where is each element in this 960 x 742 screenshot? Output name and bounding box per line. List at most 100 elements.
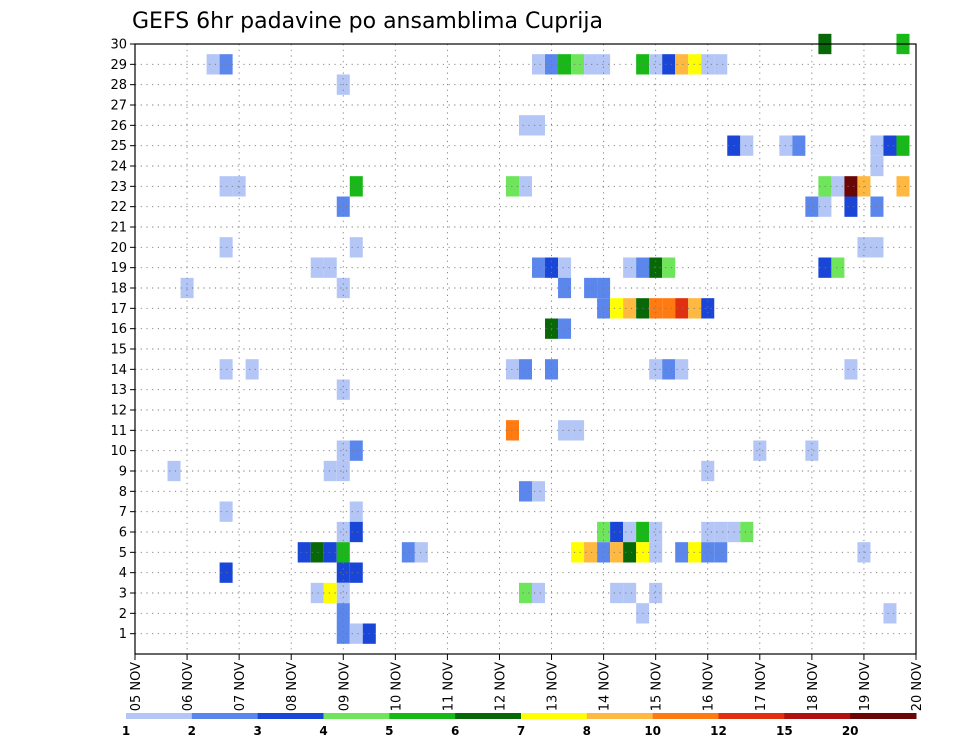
y-tick-label: 11: [110, 424, 127, 439]
heatmap-cell: [349, 440, 363, 461]
heatmap-cell: [219, 562, 233, 583]
y-tick-label: 20: [110, 241, 127, 256]
heatmap-cell: [505, 176, 519, 197]
heatmap-cell: [414, 542, 428, 563]
colorbar-swatch: [652, 713, 719, 719]
colorbar-label: 4: [319, 724, 327, 738]
colorbar-swatch: [389, 713, 456, 719]
x-tick-label: 13 NOV: [546, 662, 561, 711]
heatmap-cell: [649, 54, 663, 75]
heatmap-cell: [571, 54, 585, 75]
heatmap-cell: [532, 115, 546, 136]
heatmap-cell: [597, 277, 611, 299]
heatmap-cell: [714, 521, 728, 543]
heatmap-cell: [336, 277, 350, 299]
colorbar-label: 20: [842, 724, 859, 738]
heatmap-cell: [610, 521, 624, 543]
chart-title: GEFS 6hr padavine po ansamblima Cuprija: [132, 9, 603, 34]
heatmap-cell: [883, 603, 897, 624]
y-tick-label: 29: [110, 58, 127, 73]
x-axis: 05 NOV 06 NOV 07 NOV 08 NOV 09 NOV 10 NOV 11 N…: [129, 654, 925, 711]
y-tick-label: 1: [119, 627, 127, 642]
heatmap-cell: [571, 542, 585, 563]
heatmap-cell: [714, 542, 728, 563]
heatmap-cell: [518, 115, 533, 136]
y-tick-label: 2: [119, 607, 127, 622]
heatmap-cell: [805, 440, 819, 461]
y-tick-label: 13: [110, 383, 127, 398]
heatmap-cell: [584, 542, 598, 563]
heatmap-cell: [597, 54, 611, 75]
heatmap-cell: [532, 582, 546, 604]
heatmap-cell: [571, 420, 585, 441]
heatmap-cell: [701, 54, 715, 75]
x-tick-label: 05 NOV: [129, 662, 144, 711]
heatmap-cell: [649, 298, 663, 319]
heatmap-cell: [349, 521, 363, 543]
heatmap-cell: [883, 135, 897, 156]
colorbar-swatch: [718, 713, 785, 719]
heatmap-cell: [675, 359, 689, 380]
x-tick-label: 12 NOV: [493, 662, 508, 711]
heatmap-cell: [740, 521, 754, 543]
y-tick-label: 23: [110, 180, 127, 195]
x-tick-label: 15 NOV: [650, 662, 665, 711]
heatmap-cell: [219, 54, 233, 75]
heatmap-cell: [219, 501, 233, 522]
heatmap-cell: [623, 257, 637, 278]
heatmap-cell: [792, 135, 806, 156]
heatmap-cell: [896, 176, 910, 197]
heatmap-cell: [896, 135, 910, 156]
heatmap-cell: [610, 582, 624, 604]
y-tick-label: 8: [119, 485, 127, 500]
y-tick-label: 30: [110, 38, 127, 53]
heatmap-cell: [349, 237, 363, 258]
heatmap-cell: [857, 237, 871, 258]
heatmap-cell: [336, 379, 350, 400]
heatmap-cell: [558, 277, 572, 299]
heatmap-cell: [558, 420, 572, 441]
x-tick-label: 10 NOV: [389, 662, 404, 711]
heatmap-cell: [323, 257, 337, 278]
heatmap-cell: [701, 521, 715, 543]
heatmap-cell: [662, 257, 676, 278]
heatmap-cell: [597, 521, 611, 543]
heatmap-cell: [623, 582, 637, 604]
x-tick-label: 14 NOV: [598, 662, 613, 711]
heatmap-cell: [844, 176, 858, 197]
heatmap-cell: [349, 501, 363, 522]
y-tick-label: 26: [110, 119, 127, 134]
heatmap-cell: [336, 562, 350, 583]
heatmap-cell: [167, 460, 181, 482]
colorbar-legend: 1 2 3 4 5 6 7 8 10 12 15 20: [122, 713, 917, 738]
heatmap-cell: [675, 542, 689, 563]
colorbar-label: 6: [451, 724, 459, 738]
colorbar-label: 1: [122, 724, 130, 738]
heatmap-cell: [219, 176, 233, 197]
x-tick-label: 06 NOV: [181, 662, 196, 711]
heatmap-cell: [662, 54, 676, 75]
heatmap-cell: [844, 196, 858, 217]
heatmap-cell: [584, 54, 598, 75]
heatmap-cell: [349, 623, 363, 644]
y-tick-label: 21: [110, 221, 127, 236]
heatmap-cell: [310, 582, 324, 604]
heatmap-cell: [336, 623, 350, 644]
y-tick-label: 5: [119, 546, 127, 561]
heatmap-cell: [532, 257, 546, 278]
heatmap-cell: [206, 54, 220, 75]
y-tick-label: 27: [110, 99, 127, 114]
colorbar-swatch: [126, 713, 193, 719]
heatmap-cell: [505, 420, 519, 441]
heatmap-cell: [336, 521, 350, 543]
heatmap-cell: [701, 298, 715, 319]
heatmap-cell: [649, 521, 663, 543]
heatmap-cell: [831, 257, 845, 278]
heatmap-cell: [558, 257, 572, 278]
grid-lines: [134, 43, 917, 654]
heatmap-cell: [805, 196, 819, 217]
heatmap-cells: [167, 33, 910, 644]
heatmap-cell: [610, 542, 624, 563]
heatmap-cell: [323, 582, 337, 604]
